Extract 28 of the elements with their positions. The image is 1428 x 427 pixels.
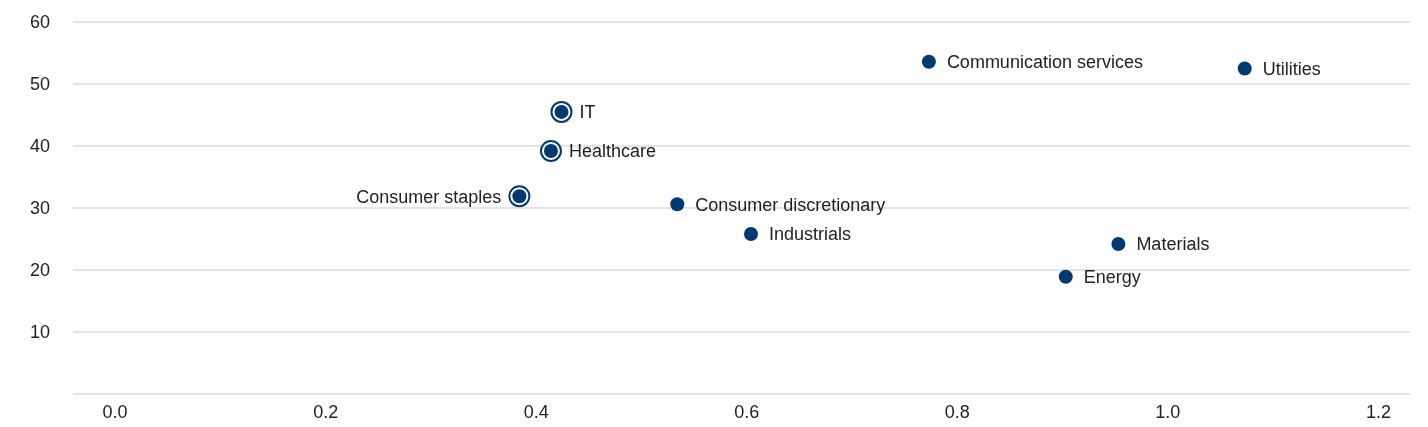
annotation: Consumer staples	[356, 186, 502, 207]
y-tick-label: 30	[30, 198, 51, 219]
x-tick-label: 0.0	[102, 402, 128, 422]
y-tick-label: 10	[30, 322, 51, 343]
annotation: Utilities	[1262, 58, 1321, 79]
annotation: Materials	[1136, 234, 1210, 255]
x-tick-label: 1.2	[1365, 402, 1391, 422]
x-tick-label: 0.4	[523, 402, 549, 422]
y-tick-label: 40	[30, 136, 51, 157]
annotation: Industrials	[768, 224, 852, 245]
annotation: Consumer discretionary	[695, 194, 886, 215]
x-tick-label: 1.0	[1155, 402, 1181, 422]
point	[1111, 236, 1126, 251]
point	[1058, 269, 1073, 284]
point	[743, 227, 758, 242]
point	[1237, 61, 1252, 76]
point	[670, 197, 685, 212]
annotation: Communication services	[946, 51, 1143, 72]
y-tick-label: 20	[30, 260, 51, 281]
annotation: Healthcare	[568, 141, 656, 162]
x-tick-label: 0.8	[944, 402, 970, 422]
x-tick-label: 0.6	[734, 402, 760, 422]
annotation: Energy	[1083, 267, 1141, 288]
y-tick-label: 50	[30, 74, 51, 95]
y-tick-label: 60	[30, 12, 51, 33]
point	[921, 54, 936, 69]
x-tick-label: 0.2	[313, 402, 339, 422]
annotation: IT	[579, 102, 596, 123]
